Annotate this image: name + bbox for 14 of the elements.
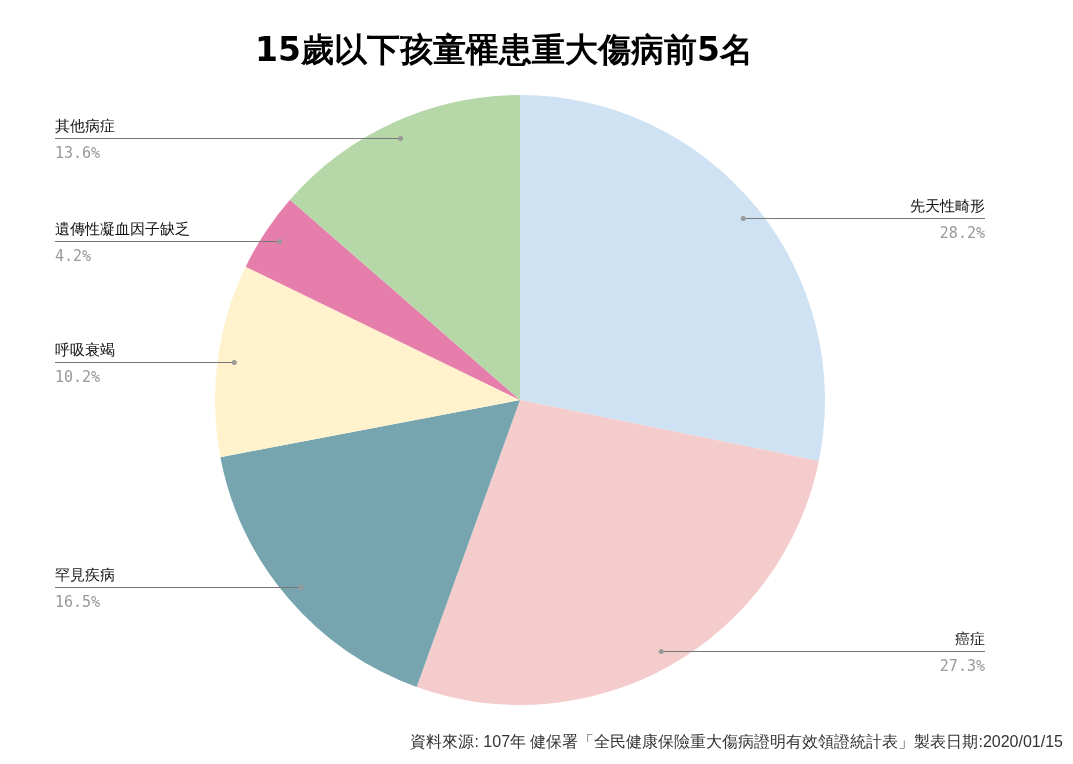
slice-label: 罕見疾病 bbox=[55, 566, 115, 585]
source-note: 資料來源: 107年 健保署「全民健康保險重大傷病證明有效領證統計表」製表日期:2020/01/15 bbox=[410, 732, 1063, 752]
data-label: 4.2% bbox=[55, 247, 92, 266]
slice-label: 癌症 bbox=[955, 630, 985, 649]
data-label: 27.3% bbox=[939, 657, 985, 676]
slice-label: 呼吸衰竭 bbox=[55, 341, 115, 360]
chart-title: 15歲以下孩童罹患重大傷病前5名 bbox=[254, 29, 754, 71]
slice-label: 先天性畸形 bbox=[910, 197, 985, 216]
data-label: 16.5% bbox=[55, 593, 101, 612]
slice-label: 遺傳性凝血因子缺乏 bbox=[55, 220, 190, 239]
data-label: 10.2% bbox=[55, 368, 101, 387]
data-label: 28.2% bbox=[939, 224, 985, 243]
data-label: 13.6% bbox=[55, 144, 101, 163]
slice-label: 其他病症 bbox=[55, 117, 115, 136]
